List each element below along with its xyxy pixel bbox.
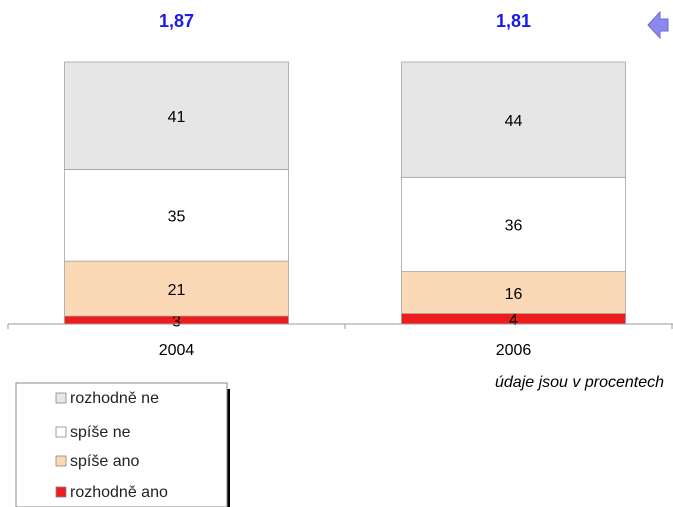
legend-label: rozhodně ne — [70, 390, 159, 407]
data-label: 4 — [509, 312, 518, 329]
legend-swatch — [55, 426, 67, 438]
bar-segment — [64, 61, 289, 170]
legend-swatch — [55, 455, 67, 467]
note: údaje jsou v procentech — [495, 374, 664, 391]
legend-label: spíše ne — [70, 424, 131, 441]
annotation: 1,87 — [159, 11, 194, 31]
legend-swatch — [55, 486, 67, 498]
nav-arrow[interactable] — [647, 10, 669, 40]
data-label: 16 — [505, 286, 523, 303]
data-label: 36 — [505, 218, 523, 235]
data-label: 41 — [168, 109, 186, 126]
data-label: 44 — [505, 113, 523, 130]
data-label: 21 — [168, 282, 186, 299]
bar-segment — [401, 176, 626, 272]
bar-segment — [401, 61, 626, 178]
bar-segment — [401, 271, 626, 314]
legend-label: rozhodně ano — [70, 484, 168, 501]
data-label: 3 — [172, 313, 181, 330]
legend-swatch — [55, 392, 67, 404]
data-label: 35 — [168, 208, 186, 225]
bar-segment — [64, 169, 289, 262]
x-tick-label: 2006 — [496, 342, 532, 359]
annotation: 1,81 — [496, 11, 531, 31]
x-tick-label: 2004 — [159, 342, 195, 359]
legend — [15, 382, 228, 507]
legend-label: spíše ano — [70, 453, 139, 470]
